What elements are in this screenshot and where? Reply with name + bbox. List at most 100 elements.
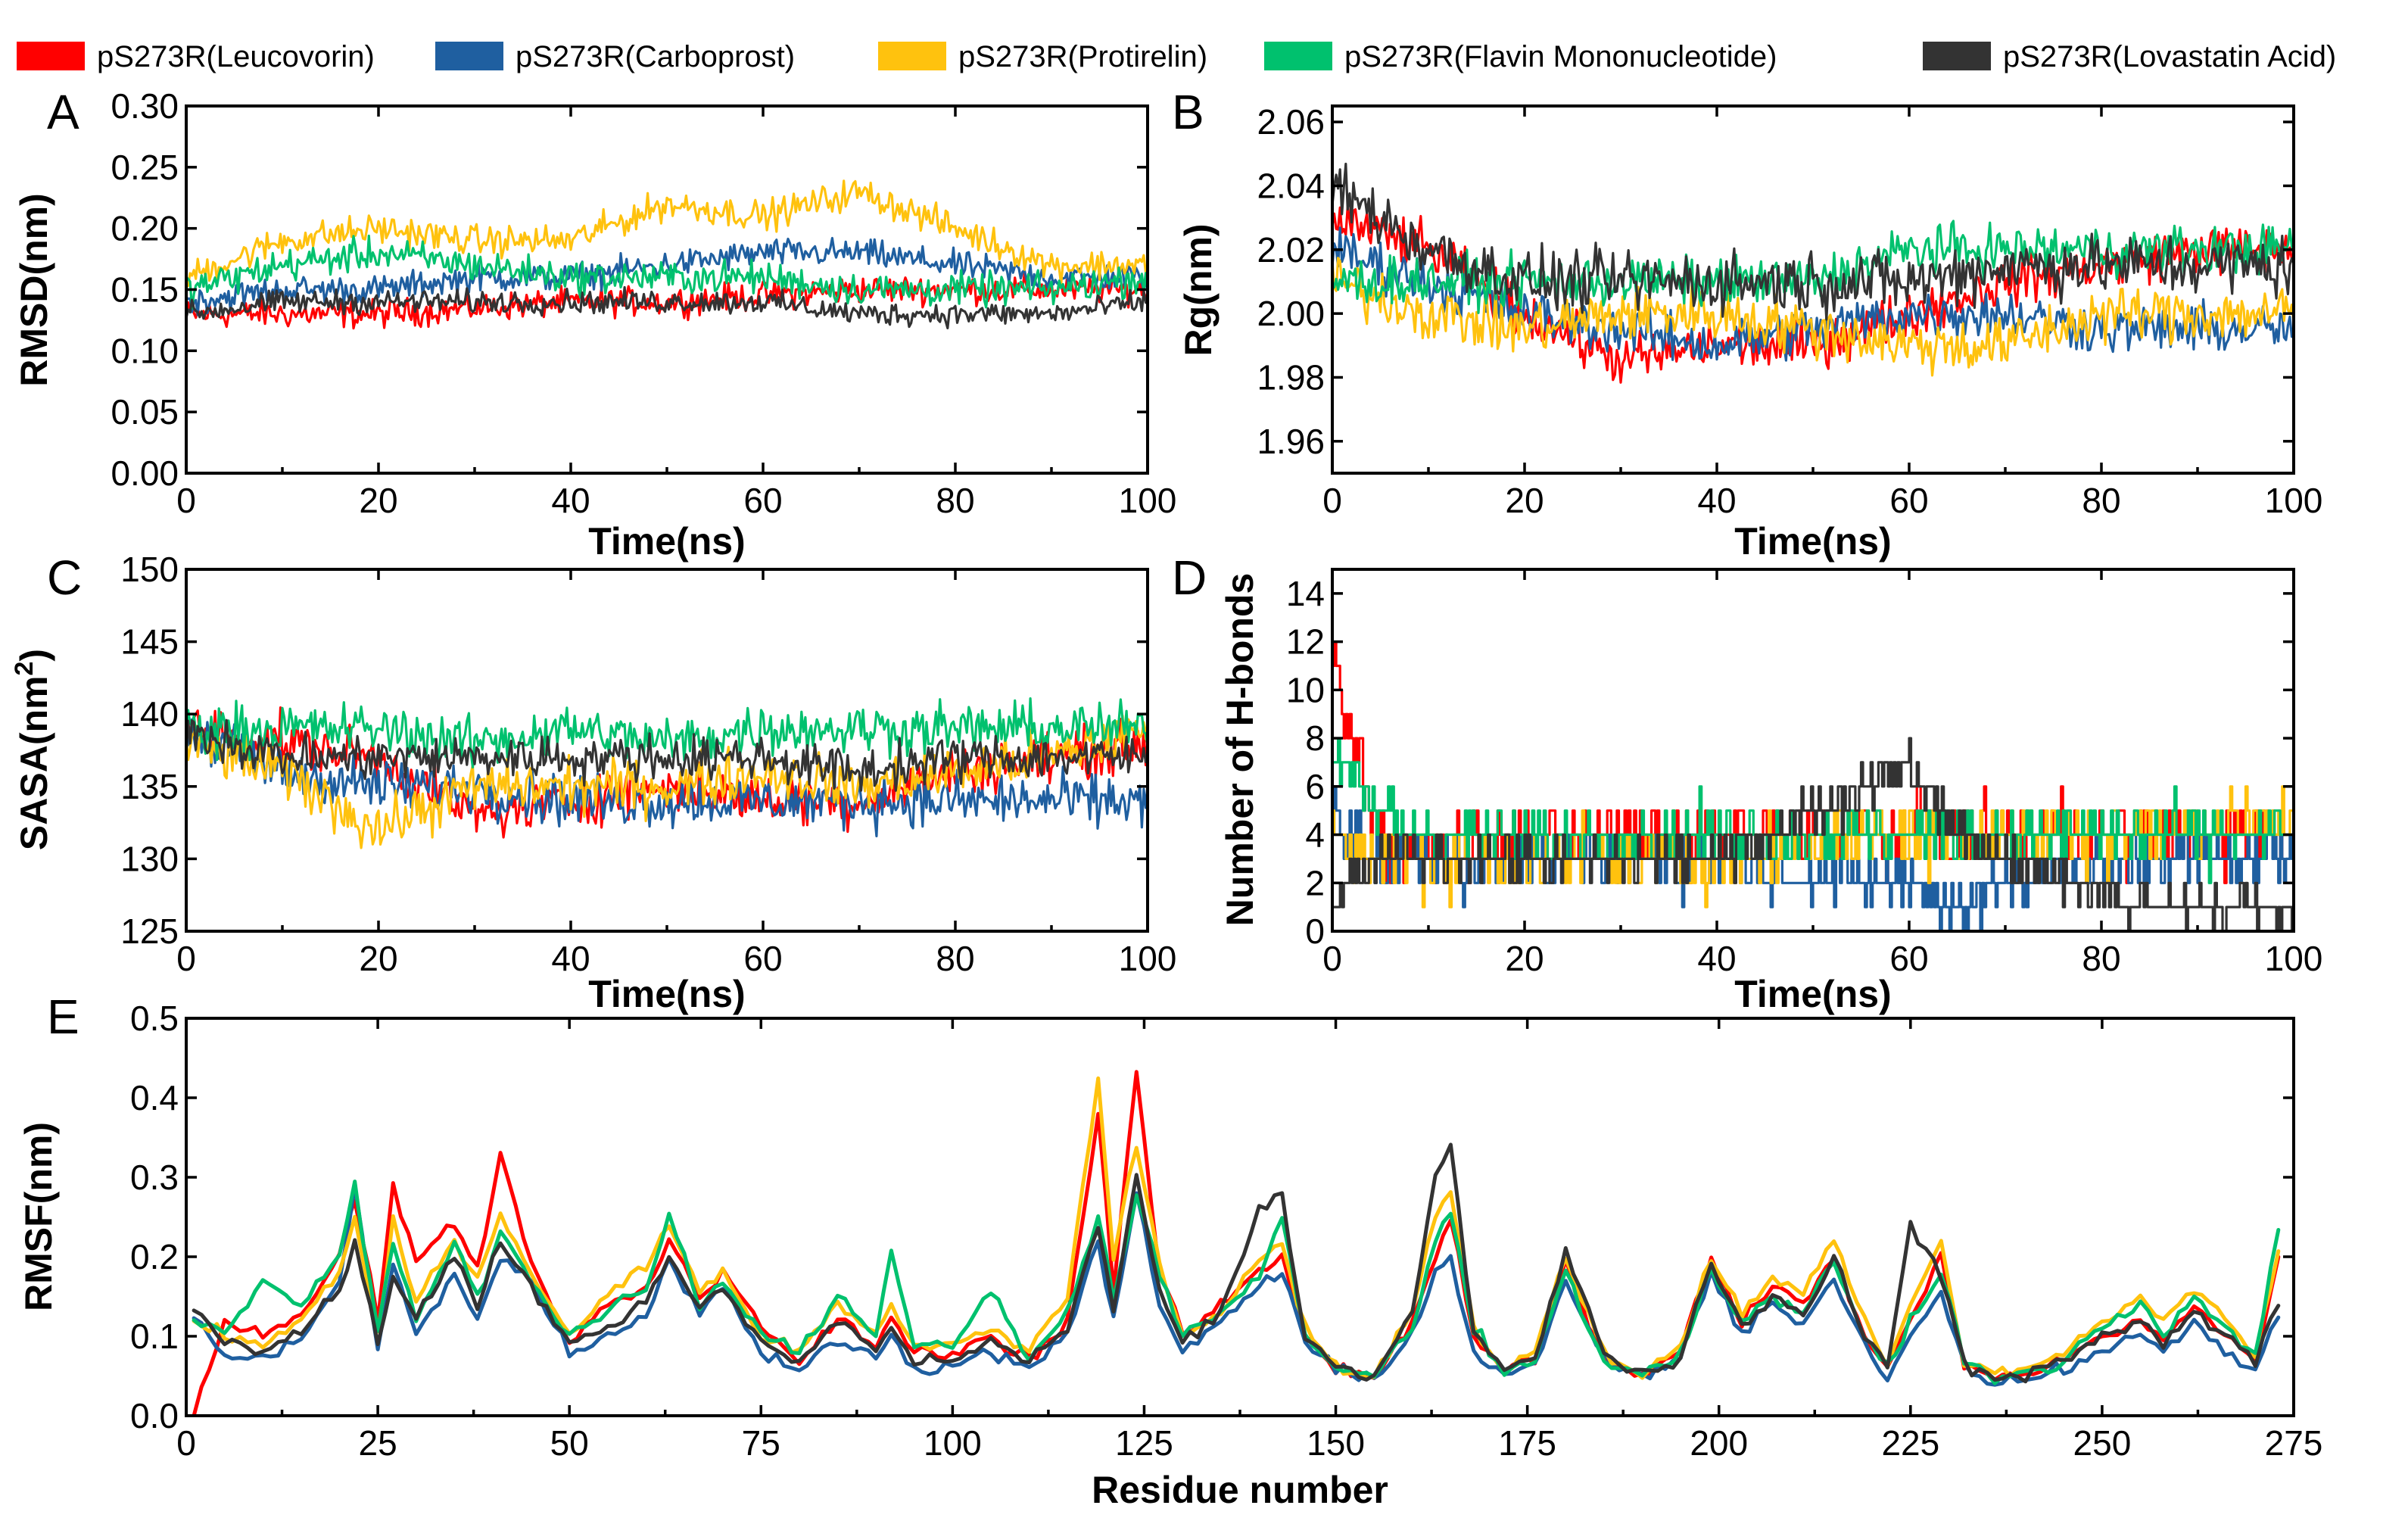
- panel-letter: D: [1172, 550, 1207, 605]
- y-tick-label: 12: [1286, 622, 1325, 662]
- y-tick-label: 0.15: [111, 270, 179, 310]
- y-tick-label: 125: [120, 912, 179, 951]
- x-tick-label: 60: [743, 481, 782, 520]
- series-line-ps-r-carboprost-: [192, 1183, 2281, 1387]
- series-line-ps-r-lovastatin-acid-: [192, 1142, 2281, 1384]
- legend-label: pS273R(Protirelin): [958, 40, 1207, 73]
- x-tick-label: 175: [1498, 1423, 1556, 1463]
- y-tick-label: 135: [120, 767, 179, 806]
- y-axis-title: Rg(nm): [1177, 224, 1220, 357]
- series-group: [186, 697, 1148, 849]
- y-axis-title: RMSD(nm): [13, 193, 55, 387]
- y-tick-label: 0.25: [111, 148, 179, 187]
- y-tick-label: 0.05: [111, 392, 179, 432]
- y-axis-title-sup: 2: [10, 662, 39, 676]
- x-tick-label: 60: [743, 939, 782, 978]
- y-tick-label: 2.06: [1257, 102, 1325, 142]
- y-tick-label: 0.1: [130, 1317, 179, 1356]
- x-tick-label: 100: [1119, 939, 1177, 978]
- x-axis-title: Time(ns): [1734, 973, 1891, 1015]
- y-tick-label: 8: [1305, 718, 1325, 758]
- x-tick-label: 20: [1505, 481, 1544, 520]
- series-line-ps-r-carboprost-: [1332, 785, 2294, 931]
- x-axis-title: Time(ns): [588, 973, 745, 1015]
- y-tick-label: 0.30: [111, 86, 179, 126]
- x-tick-label: 0: [176, 939, 196, 978]
- panel-letter: A: [47, 85, 79, 139]
- legend-swatch: [1923, 42, 1991, 70]
- x-tick-label: 125: [1115, 1423, 1173, 1463]
- x-tick-label: 20: [359, 939, 397, 978]
- series-line-ps-r-carboprost-: [186, 236, 1148, 316]
- y-axis-title-text: SASA(nm: [13, 676, 55, 851]
- x-tick-label: 100: [924, 1423, 982, 1463]
- y-tick-label: 140: [120, 694, 179, 734]
- y-tick-label: 14: [1286, 574, 1325, 613]
- series-line-ps-r-protirelin-: [186, 714, 1148, 849]
- panel-a: 0 20 40 60 80 100 0.00 0.05 0.10 0.15 0.20 0.25 0.30…: [13, 85, 1176, 563]
- x-tick-label: 40: [551, 939, 590, 978]
- panel-c: 0 20 40 60 80 100 125 130 135 140 145 150 C Time(ns) S…: [10, 550, 1176, 1015]
- x-tick-label: 60: [1889, 481, 1928, 520]
- x-tick-label: 0: [176, 1423, 196, 1463]
- x-tick-label: 20: [1505, 939, 1544, 978]
- y-tick-label: 6: [1305, 767, 1325, 806]
- x-axis-title: Time(ns): [1734, 520, 1891, 563]
- x-tick-label: 20: [359, 481, 397, 520]
- series-line-ps-r-lovastatin-acid-: [1332, 162, 2294, 321]
- y-tick-label: 0.5: [130, 999, 179, 1038]
- x-tick-label: 40: [551, 481, 590, 520]
- y-axis-title-close: ): [13, 649, 55, 662]
- series-line-ps-r-flavin-mononucleotide-: [1332, 737, 2294, 884]
- series-group: [1332, 640, 2294, 931]
- y-tick-label: 0.0: [130, 1396, 179, 1435]
- legend-label: pS273R(Lovastatin Acid): [2003, 40, 2336, 73]
- series-line-ps-r-leucovorin-: [186, 706, 1148, 839]
- series-line-ps-r-carboprost-: [186, 715, 1148, 837]
- series-line-ps-r-lovastatin-acid-: [186, 718, 1148, 792]
- x-tick-label: 25: [359, 1423, 397, 1463]
- y-tick-label: 2: [1305, 863, 1325, 902]
- x-axis-title: Time(ns): [588, 520, 745, 563]
- y-tick-label: 150: [120, 550, 179, 589]
- y-tick-label: 0.2: [130, 1237, 179, 1276]
- legend-swatch: [878, 42, 946, 70]
- y-tick-label: 130: [120, 839, 179, 878]
- x-tick-label: 150: [1307, 1423, 1365, 1463]
- y-tick-label: 145: [120, 622, 179, 662]
- panel-letter: E: [47, 990, 79, 1044]
- y-tick-label: 2.02: [1257, 230, 1325, 270]
- legend-entry: pS273R(Flavin Mononucleotide): [1264, 40, 1777, 73]
- panels: 0 20 40 60 80 1000.000.050.100.150.200.250.30…: [10, 85, 2322, 1511]
- y-tick-label: 10: [1286, 670, 1325, 709]
- y-tick-label: 2.00: [1257, 294, 1325, 333]
- panel-d: 0 20 40 60 80 100 0 2 4 6 8 10 12 14 D Time(ns) Number o…: [1172, 550, 2322, 1015]
- series-line-ps-r-flavin-mononucleotide-: [186, 234, 1148, 310]
- x-tick-label: 275: [2265, 1423, 2323, 1463]
- x-tick-label: 250: [2073, 1423, 2132, 1463]
- x-tick-label: 75: [742, 1423, 780, 1463]
- x-tick-label: 80: [936, 939, 974, 978]
- x-tick-label: 40: [1697, 481, 1736, 520]
- x-tick-label: 50: [550, 1423, 589, 1463]
- panel-letter: B: [1172, 85, 1204, 139]
- x-tick-label: 0: [1322, 939, 1342, 978]
- series-group: [186, 179, 1148, 330]
- legend-entry: pS273R(Protirelin): [878, 40, 1207, 73]
- y-tick-label: 1.98: [1257, 357, 1325, 397]
- x-tick-label: 80: [936, 481, 974, 520]
- x-tick-label: 200: [1690, 1423, 1748, 1463]
- x-axis-title: Residue number: [1092, 1469, 1388, 1511]
- panel-b: 0 20 40 60 80 100 1.96 1.98 2.00 2.02 2.04 2.06 B Tim…: [1172, 85, 2322, 563]
- x-tick-label: 80: [2082, 481, 2120, 520]
- y-tick-label: 4: [1305, 815, 1325, 855]
- legend-entry: pS273R(Leucovorin): [17, 40, 375, 73]
- panel-e: 0 25 50 75 100 125 150 175 200 225 250 275 0.0 0.1 0.2…: [17, 990, 2322, 1511]
- series-group: [1332, 162, 2294, 384]
- x-tick-label: 100: [2265, 939, 2323, 978]
- series-line-ps-r-flavin-mononucleotide-: [192, 1180, 2281, 1385]
- y-tick-label: 0.20: [111, 209, 179, 248]
- series-line-ps-r-lovastatin-acid-: [1332, 737, 2294, 931]
- series-line-ps-r-protirelin-: [1332, 257, 2294, 377]
